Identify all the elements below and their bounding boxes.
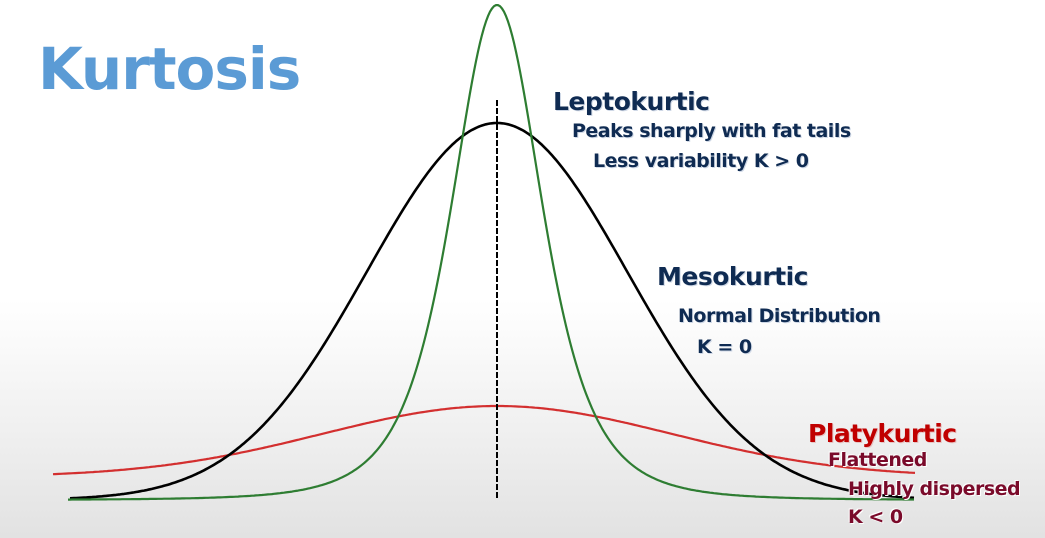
mesokurtic-description-2: K = 0 bbox=[697, 336, 752, 358]
platykurtic-description-3: K < 0 bbox=[848, 506, 903, 528]
slide-title: Kurtosis bbox=[38, 35, 301, 103]
mesokurtic-label: Mesokurtic bbox=[657, 262, 808, 291]
platykurtic-curve bbox=[52, 404, 916, 476]
mesokurtic-curve bbox=[69, 121, 915, 500]
platykurtic-description-2: Highly dispersed bbox=[848, 478, 1021, 500]
mesokurtic-description-1: Normal Distribution bbox=[678, 305, 881, 327]
platykurtic-description-1: Flattened bbox=[828, 449, 927, 471]
platykurtic-label: Platykurtic bbox=[808, 419, 957, 448]
leptokurtic-curve bbox=[68, 3, 914, 501]
curve-layer bbox=[52, 3, 916, 501]
leptokurtic-description-2: Less variability K > 0 bbox=[593, 150, 809, 172]
leptokurtic-label: Leptokurtic bbox=[553, 87, 710, 116]
leptokurtic-description-1: Peaks sharply with fat tails bbox=[572, 120, 851, 142]
